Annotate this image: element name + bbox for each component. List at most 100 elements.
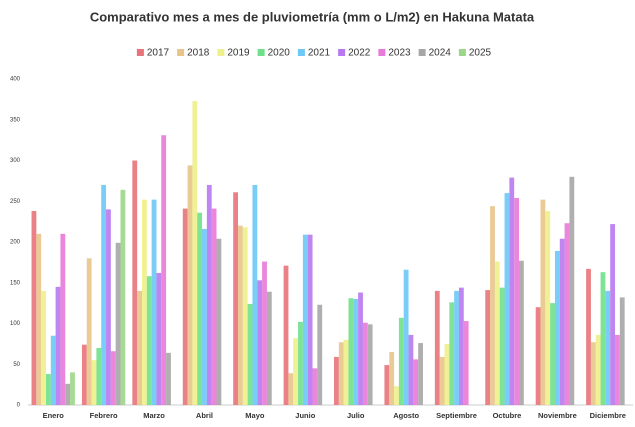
bar <box>615 334 620 405</box>
bar <box>413 359 419 405</box>
bar <box>31 211 37 405</box>
bar <box>247 303 253 405</box>
y-tick-label: 300 <box>10 158 21 164</box>
bar <box>334 356 339 405</box>
bar <box>238 225 243 405</box>
bar <box>353 299 359 405</box>
legend-label: 2022 <box>348 48 371 59</box>
x-tick-label: Octubre <box>493 411 522 420</box>
bar <box>418 343 423 405</box>
bar <box>358 292 363 405</box>
legend-swatch <box>257 49 265 56</box>
bar <box>389 352 395 405</box>
legend-label: 2019 <box>227 48 250 59</box>
bar <box>81 344 87 405</box>
bar <box>192 101 198 405</box>
bar <box>564 223 570 405</box>
bar <box>41 290 46 405</box>
y-tick-label: 150 <box>10 280 21 286</box>
bar <box>110 351 116 405</box>
bar <box>490 206 495 405</box>
bar <box>137 290 142 405</box>
x-tick-label: Julio <box>347 411 365 420</box>
bar <box>216 238 222 405</box>
bar <box>45 374 51 405</box>
bar <box>50 335 56 405</box>
bar <box>590 342 596 405</box>
bar <box>403 269 409 405</box>
legend-swatch <box>458 49 466 56</box>
bar <box>317 304 323 405</box>
bar <box>302 234 308 405</box>
bar <box>101 184 107 405</box>
bar <box>504 193 510 405</box>
legend-swatch <box>338 49 346 56</box>
bar <box>293 338 299 405</box>
bar <box>262 261 267 405</box>
bar <box>55 286 61 405</box>
x-tick-label: Febrero <box>90 411 118 420</box>
bar <box>242 227 248 405</box>
bar <box>550 303 555 405</box>
bar <box>499 287 505 405</box>
bar <box>106 209 111 405</box>
bar <box>233 192 239 405</box>
bar <box>166 352 171 405</box>
y-tick-label: 200 <box>10 240 21 246</box>
bar <box>454 290 459 405</box>
bar <box>156 272 162 405</box>
x-tick-label: Septiembre <box>436 411 477 420</box>
x-tick-label: Agosto <box>393 411 419 420</box>
chart-title: Comparativo mes a mes de pluviometría (m… <box>90 9 535 24</box>
bar <box>187 165 193 405</box>
bar <box>288 373 294 405</box>
bar <box>554 250 560 405</box>
bar <box>65 383 71 405</box>
bar <box>619 297 625 405</box>
bar <box>141 199 147 405</box>
legend-label: 2023 <box>388 48 411 59</box>
bar <box>206 184 212 405</box>
legend-swatch <box>418 49 426 56</box>
bar <box>463 321 469 405</box>
bar <box>494 261 500 405</box>
bar <box>384 365 390 405</box>
bar <box>70 372 75 405</box>
bar <box>610 224 616 405</box>
y-tick-label: 100 <box>10 321 21 327</box>
bar <box>36 233 42 405</box>
legend-label: 2021 <box>308 48 331 59</box>
bar <box>595 334 601 405</box>
x-tick-label: Enero <box>43 411 65 420</box>
bar <box>60 233 66 405</box>
y-tick-label: 0 <box>17 403 21 409</box>
bar <box>338 342 344 405</box>
bar <box>367 324 373 405</box>
bar <box>343 339 349 405</box>
bar <box>115 242 121 405</box>
bar <box>394 386 399 405</box>
x-tick-label: Diciembre <box>590 411 626 420</box>
legend-label: 2017 <box>147 48 170 59</box>
legend-swatch <box>136 49 144 56</box>
bar <box>283 265 289 405</box>
legend-label: 2025 <box>469 48 492 59</box>
bar <box>434 290 440 405</box>
bar <box>86 258 92 405</box>
bar <box>146 276 152 405</box>
bar <box>298 321 303 405</box>
bar <box>197 212 203 405</box>
bar <box>444 343 450 405</box>
y-tick-label: 50 <box>13 362 20 368</box>
bar <box>312 368 318 405</box>
bar <box>182 208 188 405</box>
x-tick-label: Marzo <box>143 411 165 420</box>
bar <box>120 189 126 405</box>
bar <box>398 317 404 405</box>
bar <box>257 280 263 405</box>
bar <box>307 234 313 405</box>
legend-label: 2024 <box>429 48 452 59</box>
bar <box>266 291 272 405</box>
bar <box>348 298 354 405</box>
